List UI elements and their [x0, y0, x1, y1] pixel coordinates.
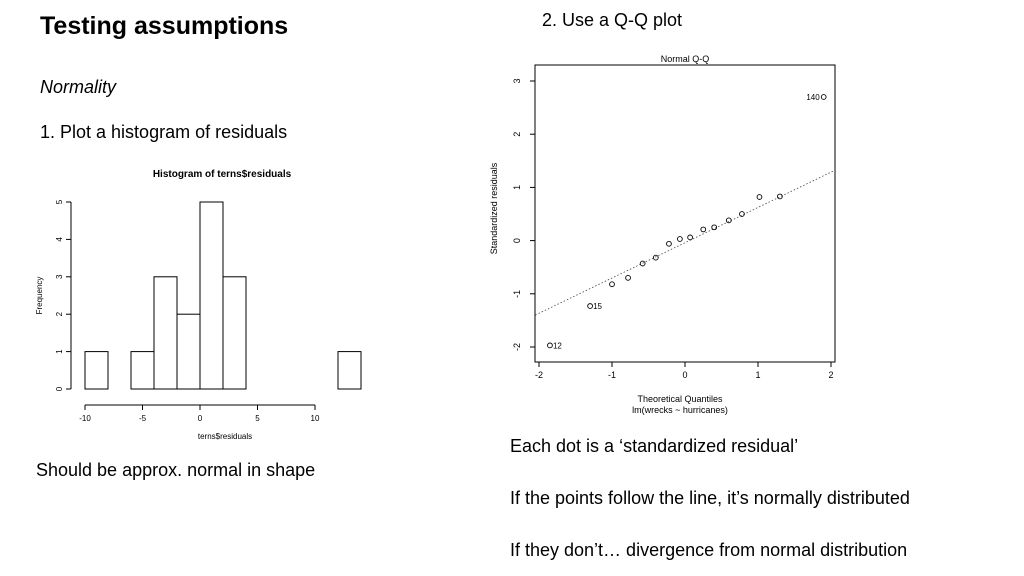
qq-point: [587, 303, 593, 309]
qq-point: [700, 226, 707, 233]
histogram-bar: [84, 351, 109, 390]
qq-x-label: Theoretical Quantiles: [637, 394, 723, 404]
histogram-y-tick-label: 3: [55, 274, 64, 279]
qq-point: [652, 254, 659, 261]
histogram-note: Should be approx. normal in shape: [36, 460, 316, 480]
qq-point: [609, 281, 615, 288]
qq-point-label: 15: [593, 302, 602, 311]
qq-point-label: 12: [553, 341, 562, 350]
histogram-y-label: Frequency: [35, 277, 44, 315]
histogram-bar: [176, 313, 201, 390]
qq-x-tick-label: 0: [682, 370, 687, 380]
histogram-x-tick-label: -10: [79, 414, 91, 423]
qq-x-tick-label: 1: [755, 370, 760, 380]
histogram-title: Histogram of terns$residuals: [153, 169, 292, 180]
qq-y-tick-label: 3: [512, 78, 522, 83]
histogram-y-tick-label: 5: [55, 199, 64, 204]
histogram-y-tick-label: 1: [55, 349, 64, 354]
qq-point: [677, 236, 683, 242]
histogram-y-tick-label: 2: [55, 311, 64, 316]
histogram-bar: [153, 276, 178, 390]
histogram-y-tick-label: 0: [55, 386, 64, 391]
qq-y-tick-label: -2: [512, 343, 522, 351]
histogram-x-tick-label: 5: [255, 414, 260, 423]
qq-note-follow-line: If the points follow the line, it’s norm…: [510, 488, 910, 508]
qq-note-standardized-residual: Each dot is a ‘standardized residual’: [510, 436, 799, 456]
histogram-x-tick-label: -5: [139, 414, 147, 423]
qq-x-tick-label: -2: [535, 370, 543, 380]
histogram-bar: [222, 276, 247, 390]
qq-point: [625, 274, 631, 281]
qq-x-tick-label: -1: [608, 370, 616, 380]
step-2-text: 2. Use a Q-Q plot: [542, 10, 683, 30]
histogram-bar: [199, 201, 224, 390]
qq-y-tick-label: 2: [512, 132, 522, 137]
qq-point: [820, 94, 827, 100]
qq-point: [639, 260, 646, 267]
slide-title: Testing assumptions: [40, 12, 289, 40]
histogram-x-label: terns$residuals: [198, 432, 252, 441]
qq-reference-line: [535, 170, 835, 316]
qq-point: [711, 224, 718, 231]
subtitle: Normality: [40, 77, 117, 97]
qq-point: [725, 217, 732, 224]
qq-point: [687, 234, 693, 241]
qq-point: [739, 211, 745, 217]
qq-point: [777, 193, 783, 200]
qq-plot-frame: [534, 64, 836, 363]
qq-point: [666, 240, 672, 247]
qq-note-divergence: If they don’t… divergence from normal di…: [510, 540, 908, 560]
step-1-text: 1. Plot a histogram of residuals: [40, 122, 288, 142]
histogram-bar: [337, 351, 362, 390]
qq-x-tick-label: 2: [828, 370, 833, 380]
histogram-x-tick-label: 10: [311, 414, 320, 423]
qq-point: [756, 194, 763, 200]
histogram-x-tick-label: 0: [198, 414, 203, 423]
qq-x-sublabel: lm(wrecks ~ hurricanes): [632, 405, 728, 415]
qq-plot-title: Normal Q-Q: [661, 54, 710, 64]
histogram-bar: [130, 351, 155, 390]
qq-y-tick-label: 0: [512, 238, 522, 243]
qq-y-tick-label: -1: [512, 290, 522, 298]
histogram-y-tick-label: 4: [55, 237, 64, 242]
histogram-chart: Histogram of terns$residuals-10 -5 0 5 10ter…: [35, 169, 362, 441]
qq-y-label: Standardized residuals: [489, 162, 499, 254]
qq-point-label: 140: [806, 93, 820, 102]
qq-point: [547, 342, 553, 349]
qq-y-tick-label: 1: [512, 185, 522, 190]
